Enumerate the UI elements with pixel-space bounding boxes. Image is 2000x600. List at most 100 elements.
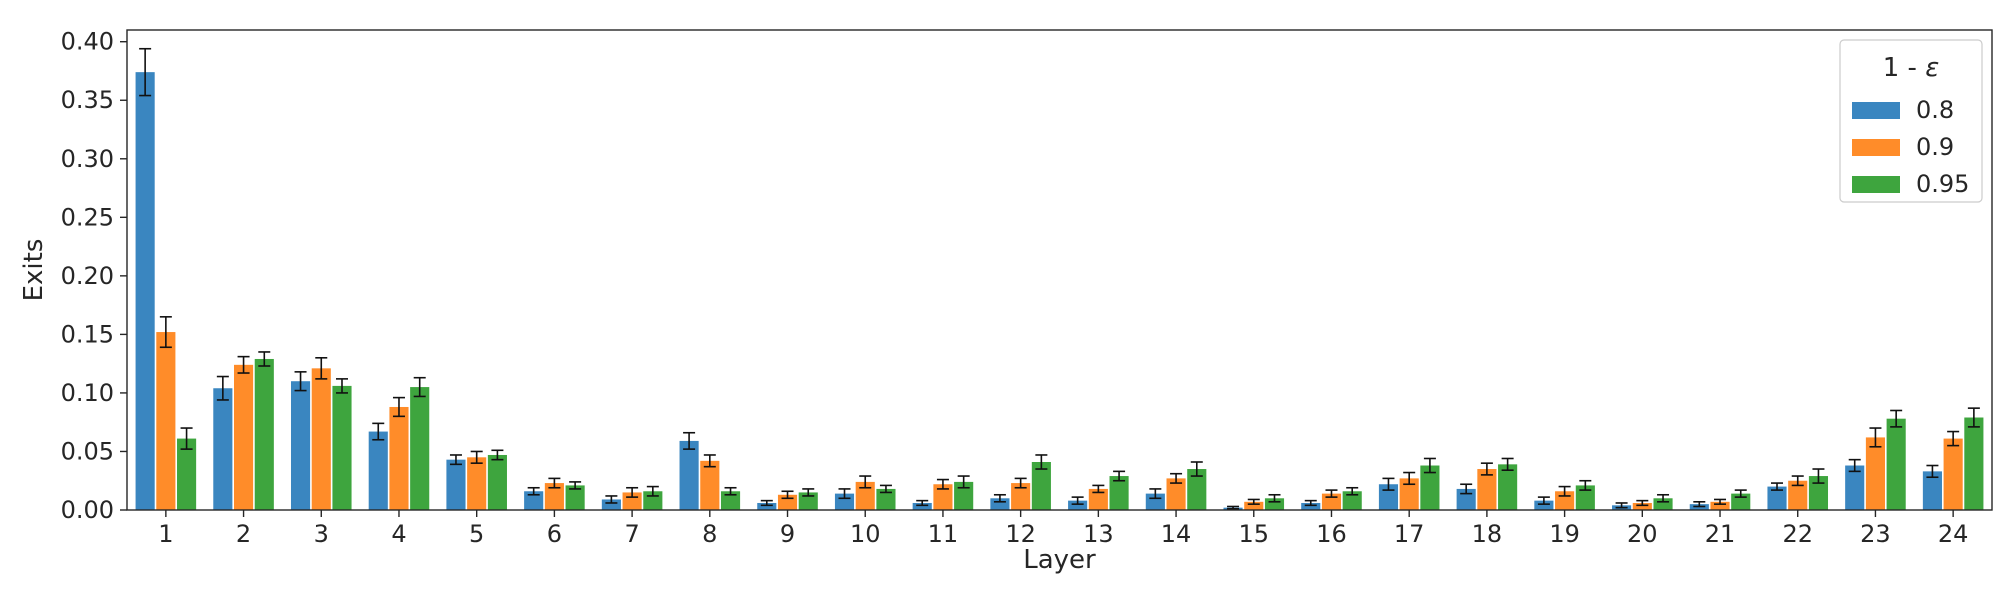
bar-series-0-layer-8 [679, 440, 699, 510]
error-bar-series-1-layer-8 [703, 454, 716, 468]
bar-series-1-layer-18 [1477, 469, 1497, 510]
bar-series-1-layer-20 [1632, 502, 1652, 510]
error-bar-series-2-layer-19 [1579, 479, 1592, 491]
error-bar-series-1-layer-11 [936, 478, 949, 490]
error-bar-series-0-layer-7 [605, 495, 618, 504]
bar-series-0-layer-3 [290, 381, 311, 510]
x-tick-label: 17 [1394, 520, 1425, 548]
legend-swatch-1 [1852, 139, 1900, 156]
error-bar-series-2-layer-20 [1657, 493, 1670, 503]
bar-series-0-layer-13 [1068, 500, 1088, 510]
error-bar-series-0-layer-5 [449, 454, 462, 466]
bar-series-2-layer-9 [798, 492, 818, 510]
error-bar-series-0-layer-11 [916, 499, 929, 507]
legend-items: 0.8 0.9 0.95 [1852, 96, 1969, 198]
bar-series-1-layer-17 [1399, 478, 1419, 510]
error-bar-series-2-layer-7 [646, 485, 659, 497]
x-tick-label: 19 [1549, 520, 1580, 548]
error-bar-series-0-layer-4 [372, 422, 385, 441]
legend-label-2: 0.95 [1916, 170, 1969, 198]
error-bar-series-0-layer-23 [1848, 458, 1861, 473]
error-bar-series-1-layer-15 [1247, 498, 1260, 505]
legend-swatch-2 [1852, 176, 1900, 193]
error-bar-series-1-layer-4 [392, 396, 405, 418]
legend-title-prefix: 1 - [1883, 53, 1925, 83]
error-bar-series-1-layer-17 [1403, 471, 1416, 486]
x-tick-label: 18 [1472, 520, 1503, 548]
error-bar-series-0-layer-6 [527, 486, 540, 496]
error-bar-series-1-layer-16 [1325, 489, 1338, 498]
error-bar-series-2-layer-6 [569, 481, 582, 490]
error-bar-series-0-layer-3 [294, 371, 307, 392]
legend-box [1839, 39, 1983, 203]
error-bar-series-1-layer-13 [1092, 484, 1105, 494]
bar-series-0-layer-7 [601, 499, 621, 510]
error-bar-series-2-layer-21 [1734, 489, 1747, 498]
bar-series-0-layer-11 [912, 502, 932, 510]
error-bar-series-0-layer-18 [1460, 483, 1473, 495]
error-bar-series-2-layer-12 [1035, 454, 1048, 470]
bar-series-1-layer-14 [1166, 478, 1186, 510]
bar-series-1-layer-8 [700, 460, 720, 510]
bar-series-2-layer-11 [954, 481, 974, 510]
bar-series-1-layer-15 [1244, 501, 1264, 510]
x-axis-ticks: 1 2 3 4 5 6 7 8 9 10 11 12 13 14 15 16 17 18 19 20 21 22 23 24 [158, 510, 1968, 548]
error-bar-series-1-layer-14 [1170, 472, 1183, 484]
bar-series-2-layer-10 [876, 488, 896, 510]
y-tick-label: 0.35 [61, 86, 114, 114]
error-bar-series-2-layer-22 [1812, 468, 1825, 484]
bar-series-2-layer-20 [1653, 498, 1673, 510]
error-bar-series-2-layer-23 [1890, 409, 1903, 428]
error-bar-series-1-layer-6 [548, 477, 561, 489]
bar-series-2-layer-18 [1498, 464, 1518, 510]
error-bar-series-0-layer-9 [760, 499, 773, 507]
y-tick-label: 0.10 [61, 379, 114, 407]
y-tick-label: 0.00 [61, 496, 114, 524]
error-bar-series-2-layer-13 [1113, 470, 1126, 482]
bar-series-0-layer-2 [213, 388, 233, 510]
x-tick-label: 12 [1005, 520, 1036, 548]
bar-series-2-layer-14 [1187, 469, 1207, 510]
bar-series-1-layer-13 [1088, 488, 1108, 510]
error-bar-series-2-layer-9 [802, 488, 815, 497]
error-bar-series-2-layer-8 [724, 486, 737, 496]
bar-series-2-layer-24 [1964, 417, 1984, 510]
bar-series-1-layer-3 [311, 368, 331, 510]
error-bar-series-2-layer-16 [1346, 486, 1359, 496]
error-bar-series-0-layer-19 [1537, 496, 1550, 505]
x-axis-label: Layer [1023, 545, 1096, 575]
y-axis-label: Exits [19, 239, 49, 302]
error-bar-series-0-layer-1 [139, 47, 152, 97]
error-bar-series-2-layer-18 [1501, 457, 1514, 471]
bars-layer [135, 72, 1984, 511]
bar-series-1-layer-10 [855, 481, 875, 510]
bar-series-1-layer-11 [933, 484, 953, 510]
error-bar-series-2-layer-17 [1423, 457, 1436, 474]
bar-series-0-layer-24 [1922, 471, 1942, 510]
error-bar-series-0-layer-16 [1304, 499, 1317, 507]
error-bar-series-2-layer-10 [879, 484, 892, 494]
legend-swatch-0 [1852, 102, 1900, 119]
bar-series-2-layer-23 [1886, 418, 1906, 510]
x-tick-label: 16 [1316, 520, 1347, 548]
error-bar-series-1-layer-5 [470, 450, 483, 464]
error-bar-series-1-layer-18 [1480, 462, 1493, 476]
x-tick-label: 14 [1161, 520, 1192, 548]
error-bar-series-0-layer-10 [838, 488, 851, 500]
bar-series-1-layer-4 [389, 406, 409, 510]
error-bar-series-2-layer-15 [1268, 493, 1281, 503]
bar-series-2-layer-16 [1342, 491, 1362, 510]
bar-series-2-layer-6 [565, 485, 585, 510]
y-tick-label: 0.40 [61, 28, 114, 56]
x-tick-label: 23 [1860, 520, 1891, 548]
error-bars-layer [139, 47, 1980, 510]
bar-series-0-layer-12 [990, 498, 1010, 510]
x-tick-label: 7 [624, 520, 639, 548]
legend: 1 - ε 0.8 0.9 0.95 [1839, 39, 1983, 203]
x-tick-label: 15 [1238, 520, 1269, 548]
error-bar-series-1-layer-9 [781, 490, 794, 500]
bar-series-1-layer-2 [234, 364, 254, 510]
y-axis-ticks: 0.00 0.05 0.10 0.15 0.20 0.25 0.30 0.35 0.40 [61, 28, 127, 524]
error-bar-series-0-layer-14 [1149, 488, 1162, 500]
